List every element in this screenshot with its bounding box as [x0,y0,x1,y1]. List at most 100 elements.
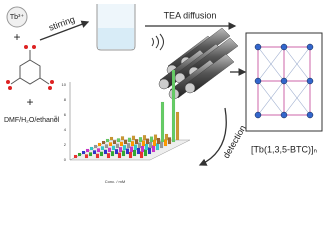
plot-bar [134,139,139,145]
plot-tick-label: 2 [64,142,67,147]
plot-bar [96,148,101,153]
plus: + [26,95,33,109]
plot-bar [123,139,128,145]
plot-bar [155,143,160,151]
plot-y-label: I₀/I [53,116,58,121]
linker [283,80,311,116]
plot-bar [129,146,134,153]
plot-bar [133,144,138,151]
graphical-abstract: Tb³⁺ + + DMF/H₂O/ethanol stirring TEA di… [4,4,323,184]
node [254,111,262,119]
plot-bar [128,151,133,159]
plot-bar [81,150,86,155]
plot-bar [110,151,115,157]
plot-bar [120,136,125,141]
node [254,43,262,51]
plot-bar [132,149,137,157]
diffusion-label: TEA diffusion [164,10,217,20]
plot-bar [121,150,126,157]
oxygen-atoms [6,45,54,90]
plot-bar [156,137,161,145]
stirring-label: stirring [47,14,76,33]
linker [283,46,311,82]
node [306,77,314,85]
plot-bar [160,101,165,143]
plot-bar [139,151,144,159]
arrow [39,20,90,41]
plot-bar [107,147,112,153]
detection-label: detection [221,123,248,160]
framework [254,43,314,119]
plot-bar [175,111,180,141]
plot-bar [119,141,124,147]
solvent-label: DMF/H₂O/ethanol [4,117,60,124]
plot-bar [99,151,104,157]
rod-end [184,82,196,94]
solution [98,28,134,49]
plot-bar [101,140,106,145]
plot-bar [140,145,145,153]
plot-tick-label: 6 [64,112,67,117]
node [280,111,288,119]
node [254,77,262,85]
plot-bar [141,140,146,147]
plot-bar [142,135,147,141]
plot-bar [105,138,110,143]
plot-bar [112,140,117,145]
ion-label: Tb³⁺ [10,14,25,21]
node [280,77,288,85]
plot-bar [138,137,143,143]
linker [257,80,285,116]
linker [257,46,285,82]
plot-bar [130,141,135,147]
plot-bar [108,142,113,147]
plot-bar [88,152,93,157]
plot-bar [122,145,127,151]
arrow [198,107,227,166]
plot-bar [93,144,98,149]
plot-bar [92,150,97,155]
plot-bar [97,142,102,147]
plot-bar [73,154,78,159]
plot-bar [137,142,142,149]
plot-bar [145,138,150,145]
plot-bar [103,149,108,155]
sound-waves [151,33,164,51]
bar-plot-3d: I₀/I Conc. / mM 0 2 4 6 8 10 [53,69,191,184]
plot-bar [151,145,156,153]
plot-bar [163,139,168,147]
plot-bar [127,137,132,143]
plot-bar [115,143,120,149]
plot-bar [131,135,136,141]
plot-bar [147,147,152,155]
plot-bar [144,143,149,151]
ion-circle [6,6,28,28]
plot-bar [100,146,105,151]
plot-bar [85,148,90,153]
plot-bar [143,149,148,157]
plot-bar [106,153,111,159]
formula-label: [Tb(1,3,5-BTC)]ₙ [251,144,318,154]
plot-bar [125,148,130,155]
plot-bar [111,145,116,151]
plot-bar [118,147,123,153]
plot-bar [116,138,121,143]
rod-bundle [158,27,239,100]
node [306,111,314,119]
plot-tick-label: 10 [62,82,67,87]
plot-bar [126,143,131,149]
rod-end [158,78,170,90]
plot-bar [84,154,89,159]
plot-bar [153,134,158,141]
node [280,43,288,51]
plot-tick-label: 4 [64,127,67,132]
plot-bar [159,141,164,149]
plot-bar [114,149,119,155]
plot-bar [95,153,100,159]
plot-bar [77,152,82,157]
node [306,43,314,51]
plot-bar [109,136,114,141]
plot-bar [171,69,176,143]
plot-bar [89,146,94,151]
plus: + [13,30,20,44]
